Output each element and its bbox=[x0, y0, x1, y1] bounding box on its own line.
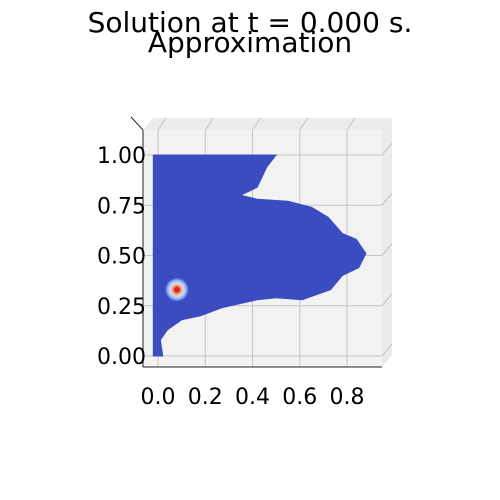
y-tick-label: 0.50 bbox=[97, 245, 146, 270]
chart-subtitle: Approximation bbox=[147, 26, 353, 59]
y-tick-label: 1.00 bbox=[97, 144, 146, 169]
x-tick-labels: 0.0 0.2 0.4 0.6 0.8 bbox=[141, 385, 365, 410]
y-grid-line-side bbox=[381, 142, 393, 156]
solution-surface bbox=[152, 154, 367, 357]
y-grid-line-side bbox=[381, 243, 393, 256]
y-tick-label: 0.25 bbox=[97, 295, 146, 320]
side-pane bbox=[382, 118, 392, 367]
chart-title: Solution at t = 0.000 s. bbox=[87, 6, 413, 39]
x-grid-line-back bbox=[299, 117, 309, 131]
x-tick-label: 0.0 bbox=[141, 385, 176, 410]
x-tick-label: 0.8 bbox=[330, 385, 365, 410]
x-grid-line-back bbox=[204, 117, 214, 131]
corner-line bbox=[130, 116, 144, 131]
y-grid-line-side bbox=[381, 192, 393, 206]
x-grid-line-back bbox=[346, 117, 356, 131]
x-tick-label: 0.6 bbox=[282, 385, 317, 410]
x-grid-line-back bbox=[252, 117, 261, 131]
y-tick-label: 0.00 bbox=[97, 345, 146, 370]
y-tick-label: 0.75 bbox=[97, 194, 146, 219]
y-grid-line-side bbox=[381, 293, 393, 307]
y-tick-labels: 0.00 0.25 0.50 0.75 1.00 bbox=[97, 144, 146, 370]
y-grid-line-side bbox=[381, 343, 393, 357]
x-tick-label: 0.4 bbox=[235, 385, 270, 410]
x-tick-label: 0.2 bbox=[188, 385, 223, 410]
back-pane bbox=[143, 118, 392, 130]
solution-peak-core bbox=[173, 286, 180, 293]
x-grid-line-back bbox=[157, 117, 167, 131]
